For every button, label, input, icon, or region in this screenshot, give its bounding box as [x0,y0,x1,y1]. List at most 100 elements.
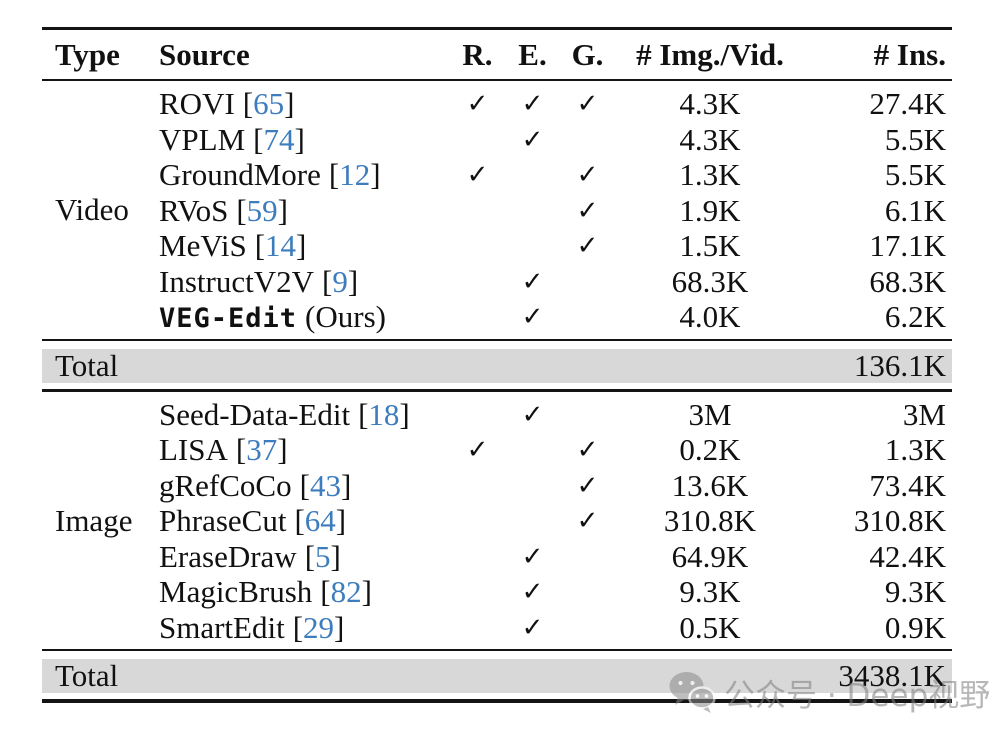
table-row: VPLM [74] ✓ 4.3K 5.5K [155,122,952,158]
citation: [29] [293,610,345,645]
bracket-open: [ [253,121,264,157]
bracket-open: [ [235,432,247,467]
img-vid-count: 4.3K [679,86,741,121]
bracket-open: [ [328,157,340,192]
check-g: ✓ [576,195,599,226]
citation-ref[interactable]: 14 [265,228,297,263]
bracket-close: ] [277,192,288,228]
table-row: EraseDraw [5] ✓ 64.9K 42.4K [155,539,952,575]
citation: [82] [320,574,372,609]
img-vid-count: 68.3K [671,263,749,299]
source-name: SmartEdit [159,609,285,645]
header-e: E. [518,36,547,72]
citation-ref[interactable]: 9 [332,263,348,299]
table-row: LISA [37] ✓ ✓ 0.2K 1.3K [155,432,952,468]
bracket-close: ] [335,503,347,538]
citation: [9] [322,264,358,299]
video-total-row: Total 136.1K [42,347,952,383]
bracket-close: ] [330,538,341,574]
check-e: ✓ [521,89,544,119]
table-row: RVoS [59] ✓ 1.9K 6.1K [155,193,952,229]
citation: [37] [236,432,288,467]
citation: [12] [329,157,381,192]
source-cell: Seed-Data-Edit [18] [155,397,450,433]
image-total-row: Total 3438.1K [42,658,952,693]
citation-ref[interactable]: 65 [253,86,285,121]
citation: [14] [255,228,307,263]
image-total-top-rule [42,649,952,651]
img-vid-count: 3M [688,396,732,432]
img-vid-count: 13.6K [671,467,749,503]
source-name: VEG-Edit [159,303,298,334]
source-name: gRefCoCo [159,467,292,503]
bracket-open: [ [236,192,247,228]
image-rows: Seed-Data-Edit [18] ✓ 3M 3M LISA [37] ✓ ✓ … [155,397,952,646]
img-vid-count: 64.9K [671,538,749,574]
citation-ref[interactable]: 82 [330,574,362,609]
bracket-close: ] [277,432,288,467]
citation: [65] [243,86,295,121]
video-rows: ROVI [65] ✓ ✓ ✓ 4.3K 27.4K VPLM [74] ✓ 4.3… [155,86,952,335]
check-e: ✓ [521,302,544,332]
check-g: ✓ [576,470,599,501]
check-r: ✓ [466,435,489,465]
source-name: LISA [159,432,228,467]
source-cell: RVoS [59] [155,193,450,229]
citation-ref[interactable]: 59 [246,192,278,228]
citation-ref[interactable]: 43 [309,467,341,503]
bracket-open: [ [320,574,331,609]
img-vid-count: 0.5K [679,609,741,645]
citation-ref[interactable]: 18 [368,396,400,432]
video-total-ins: 136.1K [853,347,946,383]
bracket-close: ] [294,121,305,157]
header-g: G. [571,36,604,72]
table-row: GroundMore [12] ✓ ✓ 1.3K 5.5K [155,157,952,193]
citation: [18] [358,397,410,432]
bracket-open: [ [358,396,369,432]
image-section: Image Seed-Data-Edit [18] ✓ 3M 3M LISA [37… [42,392,952,650]
check-g: ✓ [576,89,599,119]
check-r: ✓ [466,160,489,190]
source-cell: ROVI [65] [155,86,450,122]
check-r: ✓ [466,89,489,119]
img-vid-count: 1.3K [679,157,741,192]
ins-count: 27.4K [869,86,946,121]
section-divider-rule [42,388,952,392]
citation-ref[interactable]: 29 [303,609,335,645]
header-ins: # Ins. [873,36,946,72]
video-section: Video ROVI [65] ✓ ✓ ✓ 4.3K 27.4K VPLM [74]… [42,81,952,339]
source-cell: SmartEdit [29] [155,610,450,646]
source-cell: MeViS [14] [155,228,450,264]
header-source: Source [159,36,250,72]
source-cell: VEG-Edit (Ours) [155,299,450,335]
citation-ref[interactable]: 37 [246,432,278,467]
source-name: RVoS [159,192,229,228]
table-header-row: Type Source R. E. G. # Img./Vid. # Ins. [42,30,952,79]
citation: [64] [294,503,346,538]
bracket-close: ] [340,467,352,503]
bracket-open: [ [321,263,333,299]
ins-count: 3M [902,396,946,432]
video-total-top-rule [42,338,952,341]
table-row: gRefCoCo [43] ✓ 13.6K 73.4K [155,468,952,504]
source-suffix: (Ours) [305,299,386,334]
bracket-close: ] [284,86,295,121]
bracket-open: [ [254,228,266,263]
check-e: ✓ [521,577,544,607]
bracket-open: [ [294,503,305,538]
table-row: VEG-Edit (Ours) ✓ 4.0K 6.2K [155,299,952,335]
bracket-close: ] [361,574,372,609]
bracket-close: ] [370,157,381,192]
check-g: ✓ [576,435,599,465]
citation-ref[interactable]: 5 [315,538,331,574]
check-e: ✓ [521,399,544,430]
source-name: VPLM [159,121,246,157]
image-total-label: Total [55,658,119,693]
ins-count: 6.1K [884,192,946,228]
citation-ref[interactable]: 12 [339,157,371,192]
header-type: Type [55,36,120,72]
ins-count: 68.3K [869,263,946,299]
source-name: PhraseCut [159,503,287,538]
citation-ref[interactable]: 64 [304,503,336,538]
citation-ref[interactable]: 74 [263,121,295,157]
